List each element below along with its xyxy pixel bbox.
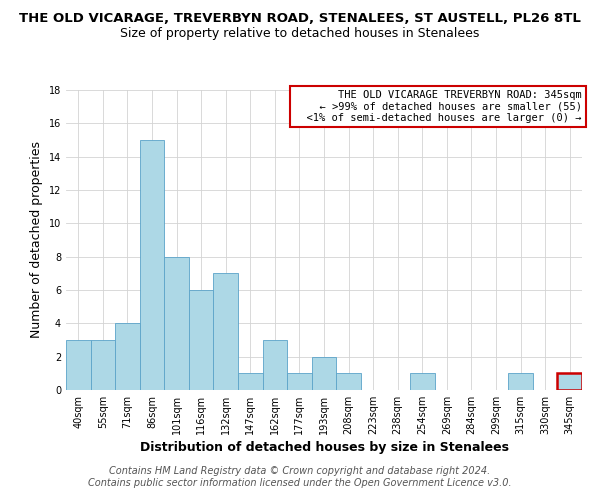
Bar (140, 140, 164, 390)
Text: Size of property relative to detached houses in Stenalees: Size of property relative to detached ho… (121, 28, 479, 40)
Bar (508, 374, 533, 390)
Bar (238, 374, 263, 390)
Bar (410, 374, 434, 390)
Bar (66, 340, 91, 390)
Bar (91, 340, 115, 390)
Text: THE OLD VICARAGE TREVERBYN ROAD: 345sqm
  ← >99% of detached houses are smaller : THE OLD VICARAGE TREVERBYN ROAD: 345sqm … (295, 90, 582, 123)
Bar (263, 340, 287, 390)
Bar (287, 374, 312, 390)
Bar (164, 256, 189, 390)
Bar (115, 324, 140, 390)
Text: Contains HM Land Registry data © Crown copyright and database right 2024.
Contai: Contains HM Land Registry data © Crown c… (88, 466, 512, 487)
Bar (557, 374, 582, 390)
Bar (214, 274, 238, 390)
Y-axis label: Number of detached properties: Number of detached properties (30, 142, 43, 338)
Bar (336, 374, 361, 390)
Bar (312, 356, 336, 390)
X-axis label: Distribution of detached houses by size in Stenalees: Distribution of detached houses by size … (139, 441, 509, 454)
Bar (189, 290, 214, 390)
Text: THE OLD VICARAGE, TREVERBYN ROAD, STENALEES, ST AUSTELL, PL26 8TL: THE OLD VICARAGE, TREVERBYN ROAD, STENAL… (19, 12, 581, 26)
